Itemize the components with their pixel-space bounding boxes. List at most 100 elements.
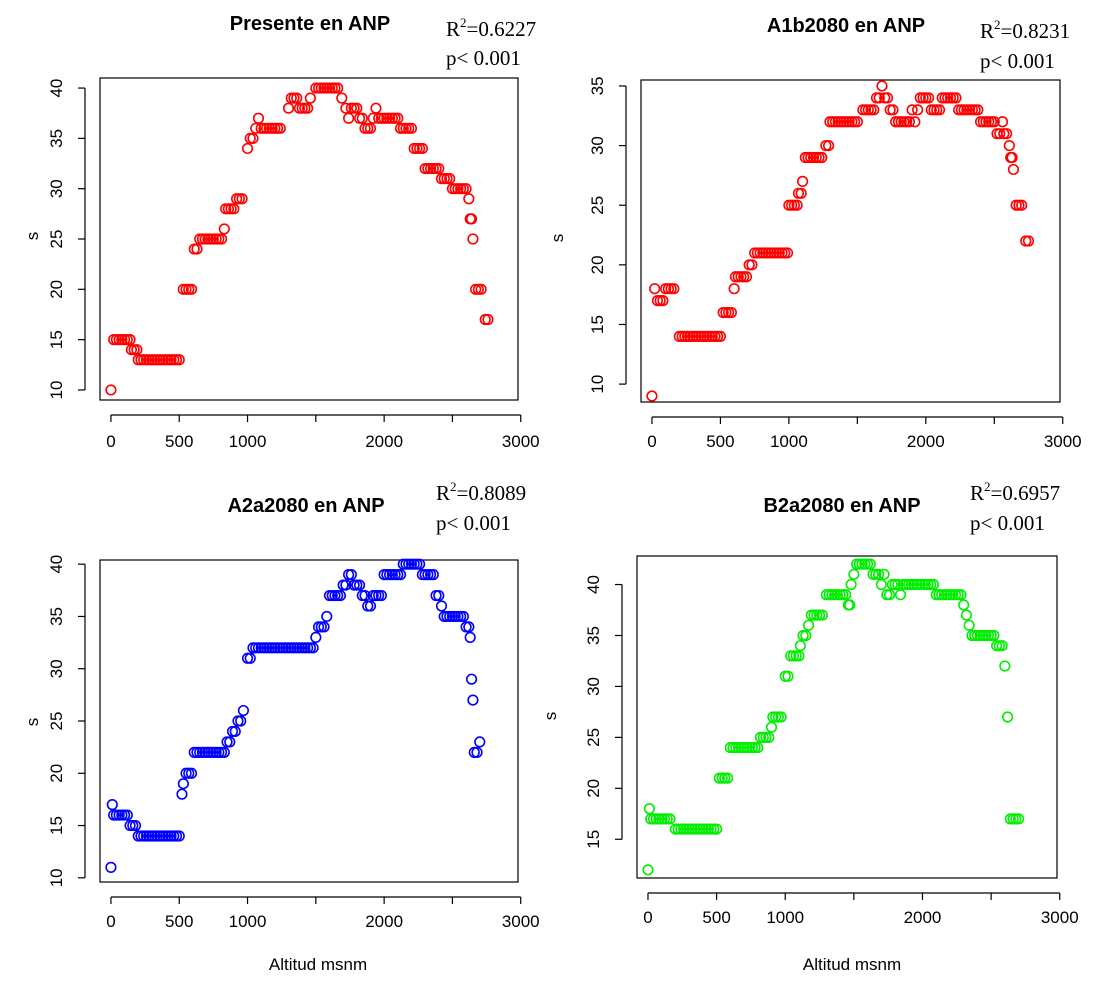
y-tick-label: 15	[47, 816, 66, 835]
data-point	[106, 799, 118, 811]
data-point	[649, 283, 661, 295]
data-point	[310, 631, 322, 643]
data-point	[646, 390, 658, 402]
y-axis-label: s	[548, 234, 567, 243]
data-point	[1006, 151, 1018, 164]
data-point	[1022, 235, 1035, 247]
data-point	[129, 819, 142, 832]
data-point	[1001, 711, 1014, 723]
data-point	[173, 830, 185, 842]
data-point	[988, 629, 1000, 642]
data-point	[950, 92, 962, 104]
data-point	[364, 600, 377, 612]
data-point	[351, 102, 363, 114]
r-squared-label: R2=0.8089	[436, 479, 526, 505]
data-point	[228, 203, 240, 215]
data-point	[392, 112, 404, 124]
y-tick-label: 20	[584, 779, 603, 798]
y-tick-label: 20	[588, 255, 607, 274]
data-point	[215, 233, 228, 245]
data-point	[433, 162, 445, 175]
y-tick-label: 10	[47, 868, 66, 887]
data-point	[416, 142, 428, 155]
data-point	[463, 621, 475, 633]
x-tick-label: 500	[165, 912, 193, 931]
data-point	[218, 223, 230, 235]
data-point	[237, 704, 250, 717]
data-point	[927, 578, 940, 591]
data-point	[955, 589, 967, 601]
data-point	[244, 652, 256, 664]
data-point	[1016, 199, 1028, 211]
plot-frame	[99, 77, 519, 401]
data-point	[711, 823, 723, 835]
data-point	[881, 92, 894, 104]
data-point	[444, 173, 456, 185]
x-tick-label: 0	[647, 432, 656, 451]
y-tick-label: 25	[47, 712, 66, 731]
data-point	[1000, 128, 1013, 140]
data-point	[994, 128, 1006, 140]
x-tick-label: 3000	[502, 912, 540, 931]
y-tick-label: 10	[47, 380, 66, 399]
chart-a1b2080: A1b2080 en ANP R2=0.8231 p< 0.001 s 0 500…	[548, 15, 1082, 451]
data-point	[252, 112, 265, 124]
x-tick-label: 3000	[502, 432, 540, 451]
data-point	[794, 640, 806, 652]
data-point	[177, 778, 189, 790]
y-tick-label: 20	[47, 764, 66, 783]
y-tick-label: 35	[47, 129, 66, 148]
data-point	[892, 578, 904, 591]
data-point	[887, 104, 899, 116]
data-point	[356, 112, 368, 124]
data-point	[367, 112, 379, 124]
data-point	[796, 175, 809, 187]
y-tick-label: 35	[47, 607, 66, 626]
data-point	[241, 142, 254, 155]
x-tick-label: 1000	[766, 908, 804, 927]
data-point	[435, 600, 448, 612]
r-squared-label: R2=0.6227	[446, 15, 536, 41]
data-point	[909, 116, 921, 128]
data-point	[359, 589, 371, 602]
y-axis-label: s	[541, 712, 560, 721]
data-point	[370, 102, 382, 114]
data-point	[343, 112, 355, 124]
data-point	[460, 183, 472, 195]
chart-a2a2080: A2a2080 en ANP R2=0.8089 p< 0.001 s Alti…	[23, 479, 540, 974]
data-point	[845, 578, 857, 591]
data-point	[482, 313, 494, 326]
data-point	[465, 213, 478, 225]
y-tick-label: 15	[588, 315, 607, 334]
data-point	[875, 578, 887, 591]
data-point	[340, 579, 352, 591]
data-point	[353, 579, 366, 591]
chart-b2a2080: B2a2080 en ANP R2=0.6957 p< 0.001 s Alti…	[541, 479, 1079, 974]
data-point	[960, 609, 973, 621]
data-point	[105, 384, 117, 396]
data-point	[336, 92, 348, 104]
data-point	[725, 306, 737, 319]
y-tick-label: 35	[584, 626, 603, 645]
data-point	[364, 122, 377, 134]
data-point	[795, 187, 807, 199]
data-point	[307, 642, 319, 654]
y-axis-label: s	[23, 718, 42, 727]
data-point	[291, 92, 303, 104]
data-point	[176, 788, 188, 800]
x-tick-label: 500	[706, 432, 734, 451]
data-point	[427, 569, 439, 581]
data-point	[851, 116, 863, 128]
data-point	[282, 102, 295, 114]
data-point	[816, 609, 828, 621]
data-point	[414, 558, 426, 570]
data-point	[475, 283, 487, 295]
data-point	[332, 82, 344, 94]
data-point	[763, 731, 775, 743]
y-tick-label: 35	[588, 77, 607, 96]
x-axis-label: Altitud msnm	[269, 955, 367, 974]
data-point	[746, 259, 758, 271]
data-point	[800, 629, 812, 642]
x-tick-label: 3000	[1041, 908, 1079, 927]
data-point	[988, 116, 1000, 128]
